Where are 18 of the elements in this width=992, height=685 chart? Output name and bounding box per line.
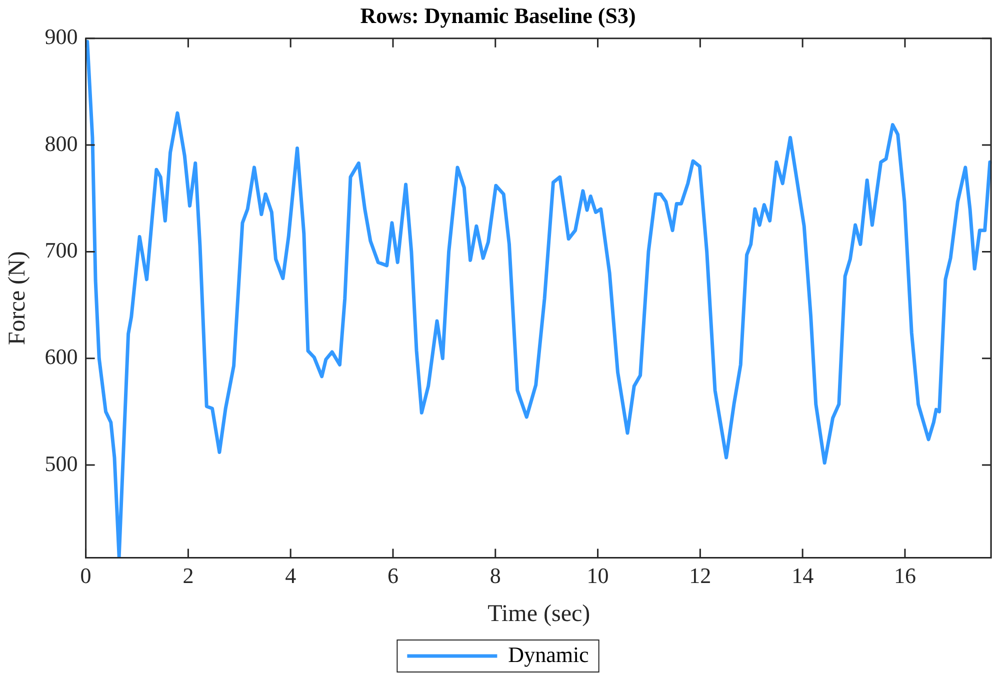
x-axis-title: Time (sec) xyxy=(488,600,590,627)
y-tick-label: 500 xyxy=(44,450,78,476)
y-tick-label: 800 xyxy=(44,130,78,156)
x-tick-label: 16 xyxy=(894,562,916,588)
x-tick-label: 8 xyxy=(490,562,501,588)
x-tick-label: 12 xyxy=(689,562,712,588)
y-axis-title: Force (N) xyxy=(4,251,31,346)
chart-title: Rows: Dynamic Baseline (S3) xyxy=(360,2,636,28)
x-tick-label: 4 xyxy=(285,562,296,588)
x-tick-label: 10 xyxy=(586,562,609,588)
legend-label: Dynamic xyxy=(508,642,590,667)
y-tick-label: 900 xyxy=(44,24,78,50)
y-tick-label: 700 xyxy=(44,237,78,262)
x-tick-label: 6 xyxy=(387,562,398,588)
x-tick-label: 14 xyxy=(792,562,814,588)
y-tick-label: 600 xyxy=(44,344,78,370)
x-tick-label: 0 xyxy=(80,562,92,588)
x-tick-label: 2 xyxy=(182,562,194,588)
